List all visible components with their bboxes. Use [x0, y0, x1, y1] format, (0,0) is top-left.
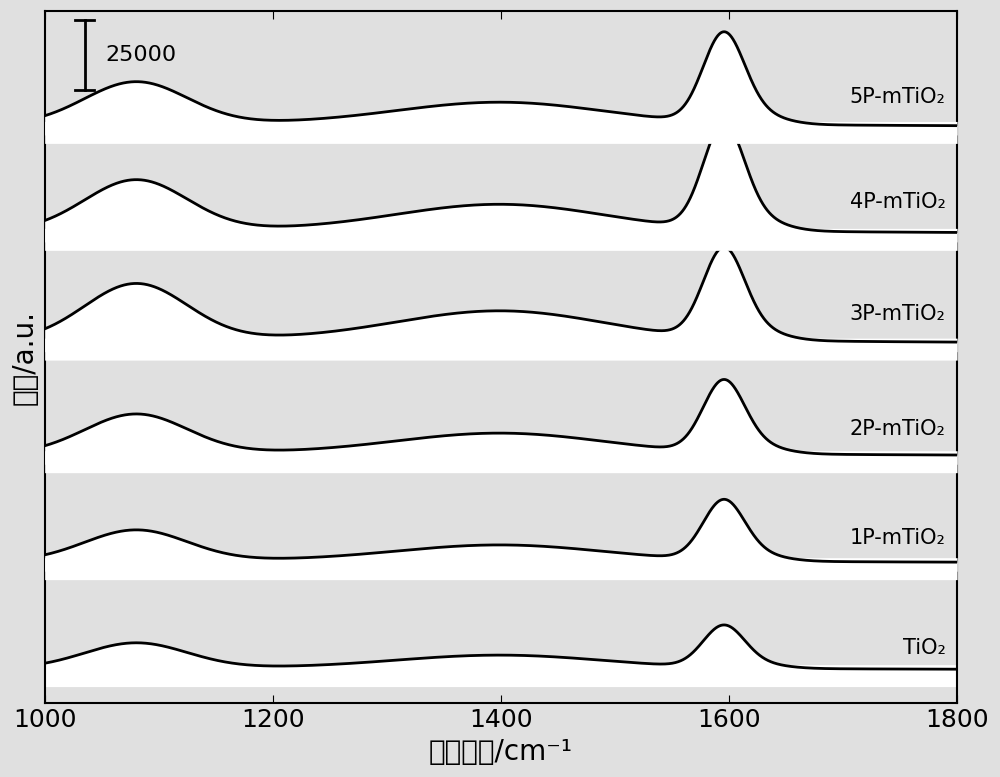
- Text: 3P-mTiO₂: 3P-mTiO₂: [850, 304, 946, 324]
- Text: TiO₂: TiO₂: [903, 639, 946, 658]
- X-axis label: 拉曼位移/cm⁻¹: 拉曼位移/cm⁻¹: [429, 738, 573, 766]
- Text: 5P-mTiO₂: 5P-mTiO₂: [850, 87, 946, 107]
- Text: 1P-mTiO₂: 1P-mTiO₂: [850, 528, 946, 549]
- Y-axis label: 强度/a.u.: 强度/a.u.: [11, 310, 39, 405]
- Text: 2P-mTiO₂: 2P-mTiO₂: [850, 420, 946, 440]
- Text: 25000: 25000: [105, 45, 176, 64]
- Text: 4P-mTiO₂: 4P-mTiO₂: [850, 191, 946, 211]
